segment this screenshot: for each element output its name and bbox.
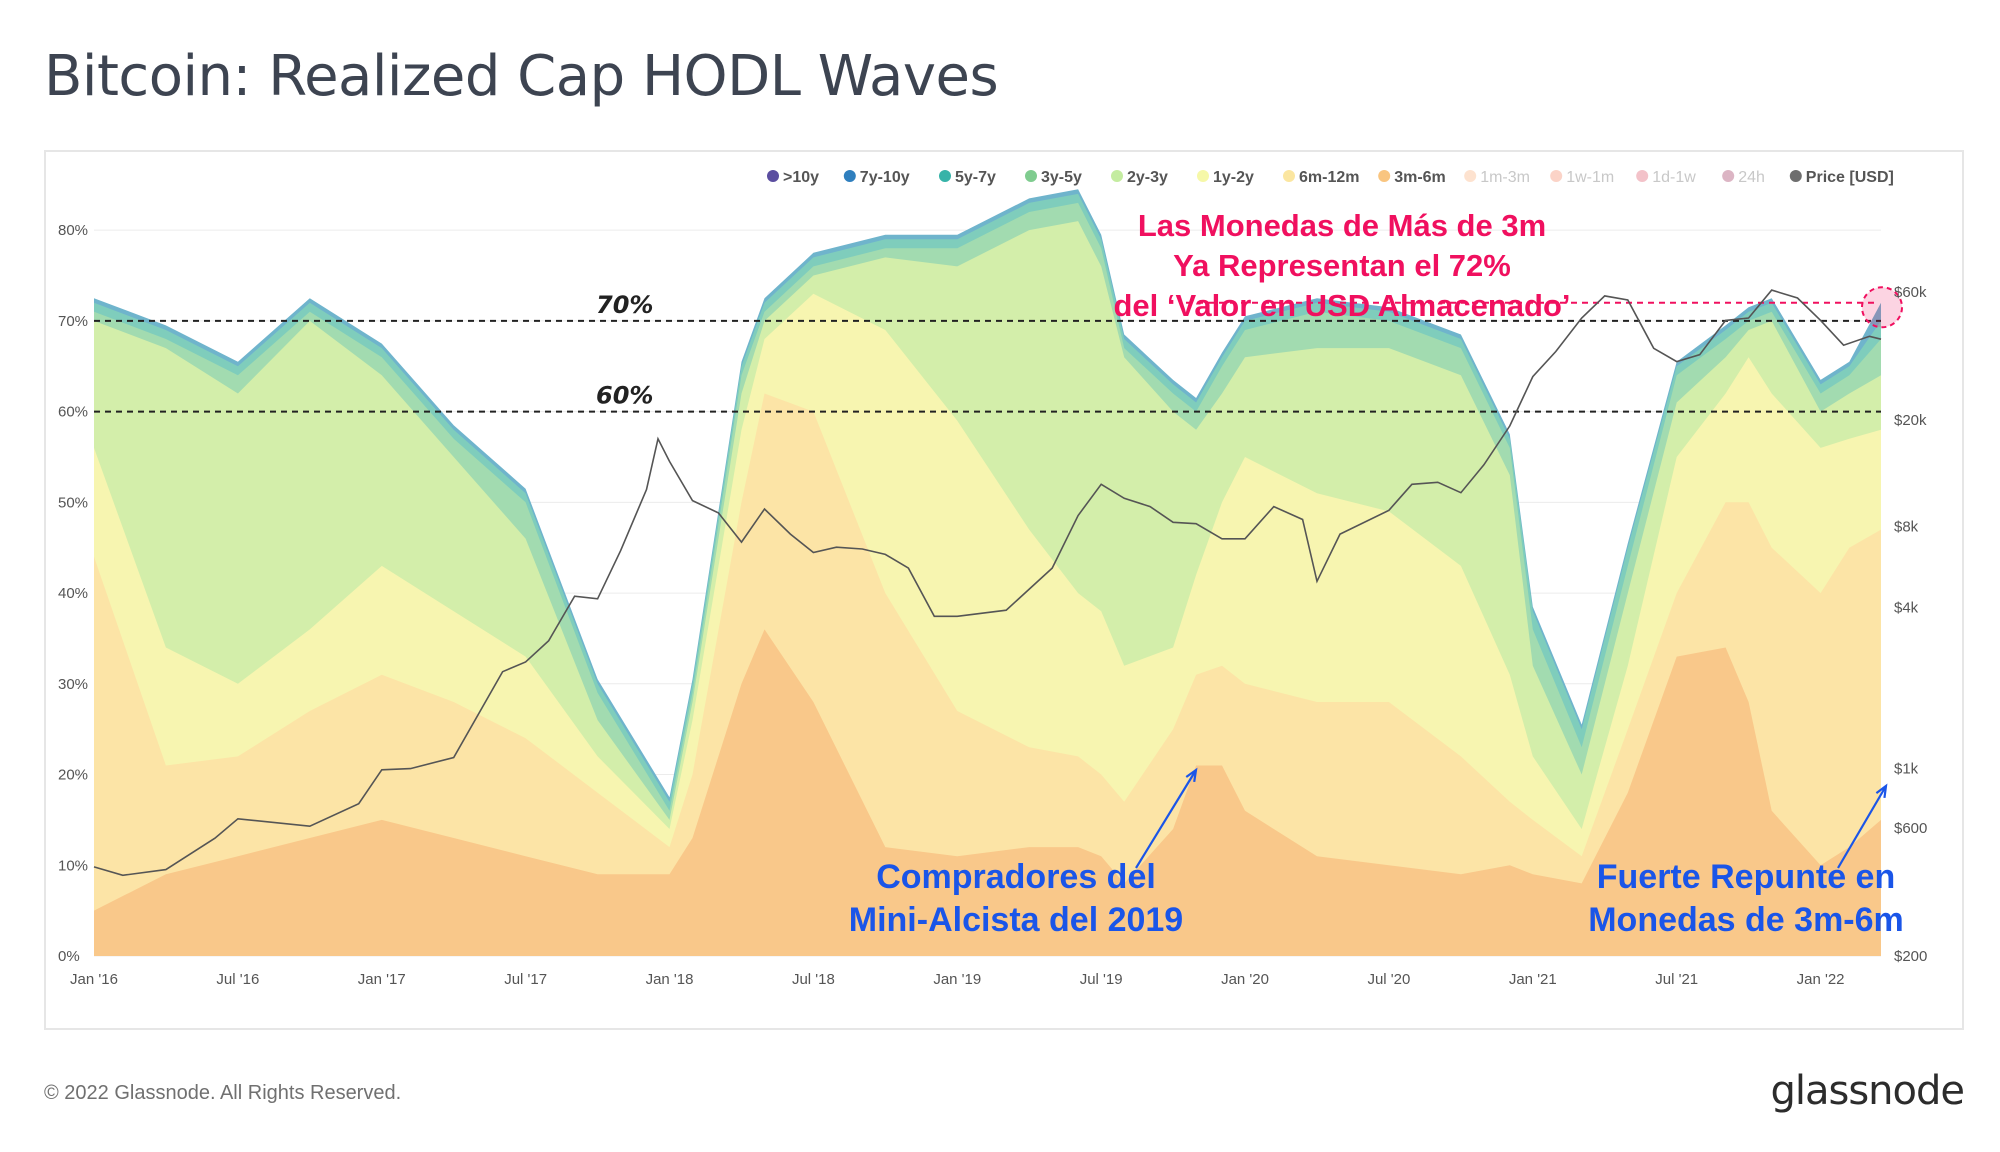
- page-title: Bitcoin: Realized Cap HODL Waves: [44, 44, 999, 109]
- legend-item[interactable]: 5y-7y: [939, 169, 996, 186]
- hodl-band-1: [94, 393, 1881, 956]
- legend-swatch: [767, 170, 779, 182]
- legend-item[interactable]: 7y-10y: [843, 169, 910, 186]
- legend-item[interactable]: >10y: [767, 169, 819, 186]
- annotation-blue-left: Compradores del: [876, 858, 1156, 896]
- arrow-right: [1837, 783, 1888, 869]
- annotation-red: Las Monedas de Más de 3m: [1138, 208, 1546, 243]
- price-tick-label: $4k: [1894, 599, 1919, 616]
- legend-swatch: [1636, 170, 1649, 182]
- legend-swatch: [1025, 170, 1037, 182]
- copyright-text: © 2022 Glassnode. All Rights Reserved.: [44, 1082, 402, 1104]
- legend-label: 1w-1m: [1566, 169, 1614, 186]
- legend-item[interactable]: Price [USD]: [1789, 169, 1894, 186]
- x-tick-label: Jul '18: [792, 971, 835, 988]
- x-tick-label: Jul '17: [504, 971, 547, 988]
- x-tick-label: Jan '16: [70, 971, 118, 988]
- legend-swatch: [1283, 170, 1295, 182]
- legend-swatch: [1464, 170, 1477, 182]
- legend-label: 3m-6m: [1394, 169, 1446, 186]
- x-tick-label: Jul '21: [1655, 971, 1698, 988]
- x-tick-label: Jan '17: [358, 971, 406, 988]
- y-tick-label: 50%: [58, 494, 88, 511]
- ref-label: 60%: [596, 382, 653, 410]
- hodl-waves-chart: glassnode 70%60% 0%10%20%30%40%50%60%70%…: [58, 169, 1927, 988]
- legend-swatch: [1111, 170, 1123, 182]
- x-tick-label: Jan '20: [1221, 971, 1269, 988]
- price-tick-label: $1k: [1894, 761, 1919, 778]
- arrow-left: [1135, 767, 1198, 869]
- x-tick-label: Jul '20: [1367, 971, 1410, 988]
- y-tick-label: 30%: [58, 676, 88, 693]
- legend-item[interactable]: 1m-3m: [1464, 169, 1530, 186]
- annotation-red: Ya Representan el 72%: [1173, 248, 1511, 283]
- x-tick-label: Jan '18: [646, 971, 694, 988]
- y-tick-label: 40%: [58, 585, 88, 602]
- y-tick-label: 70%: [58, 313, 88, 330]
- y-tick-label: 60%: [58, 404, 88, 421]
- legend-swatch: [939, 170, 951, 182]
- price-tick-label: $8k: [1894, 519, 1919, 536]
- legend-label: 1d-1w: [1652, 169, 1696, 186]
- legend-item[interactable]: 3m-6m: [1378, 169, 1446, 186]
- legend-swatch: [1550, 170, 1563, 182]
- legend-label: >10y: [783, 169, 819, 186]
- y-tick-label: 80%: [58, 222, 88, 239]
- legend-item[interactable]: 1d-1w: [1636, 169, 1696, 186]
- legend-swatch: [1197, 170, 1209, 182]
- chart-legend: >10y 7y-10y 5y-7y 3y-5y 2y-3y 1y-2y 6m-12m 3m-6…: [767, 169, 1894, 186]
- hodl-band-0: [94, 629, 1881, 956]
- highlight-circle: [1861, 286, 1903, 329]
- x-tick-label: Jul '16: [216, 971, 259, 988]
- annotation-blue-right: Fuerte Repunte en: [1597, 858, 1895, 896]
- price-tick-label: $200: [1894, 948, 1927, 965]
- ref-label: 70%: [596, 291, 653, 319]
- legend-label: Price [USD]: [1806, 169, 1894, 186]
- legend-item[interactable]: 1y-2y: [1197, 169, 1254, 186]
- legend-swatch: [1722, 170, 1735, 182]
- price-line: [93, 289, 1882, 877]
- glassnode-logo: glassnode: [1770, 1068, 1965, 1114]
- legend-swatch: [1378, 170, 1391, 182]
- x-tick-label: Jan '19: [933, 971, 981, 988]
- annotation-red: del ‘Valor en USD Almacenado’: [1113, 288, 1570, 323]
- x-tick-label: Jan '22: [1797, 971, 1845, 988]
- legend-item[interactable]: 24h: [1722, 169, 1765, 186]
- legend-item[interactable]: 2y-3y: [1111, 169, 1168, 186]
- legend-label: 1m-3m: [1480, 169, 1530, 186]
- legend-swatch: [1789, 170, 1802, 182]
- legend-label: 24h: [1738, 169, 1765, 186]
- annotation-blue-right: Monedas de 3m-6m: [1588, 901, 1904, 939]
- legend-label: 6m-12m: [1299, 169, 1359, 186]
- chart-frame: glassnode 70%60% 0%10%20%30%40%50%60%70%…: [44, 150, 1964, 1030]
- price-tick-label: $60k: [1894, 284, 1927, 301]
- price-tick-label: $600: [1894, 820, 1927, 837]
- annotations: Las Monedas de Más de 3m Ya Representan e…: [849, 208, 1904, 939]
- legend-label: 5y-7y: [955, 169, 996, 186]
- price-tick-label: $20k: [1894, 412, 1927, 429]
- x-tick-label: Jan '21: [1509, 971, 1557, 988]
- y-tick-label: 0%: [58, 948, 80, 965]
- y-tick-label: 20%: [58, 767, 88, 784]
- y-tick-label: 10%: [58, 857, 88, 874]
- x-tick-label: Jul '19: [1080, 971, 1123, 988]
- legend-label: 3y-5y: [1041, 169, 1082, 186]
- legend-label: 1y-2y: [1213, 169, 1254, 186]
- legend-item[interactable]: 3y-5y: [1025, 169, 1082, 186]
- legend-item[interactable]: 6m-12m: [1283, 169, 1359, 186]
- legend-label: 2y-3y: [1127, 169, 1168, 186]
- legend-item[interactable]: 1w-1m: [1550, 169, 1614, 186]
- legend-swatch: [843, 170, 856, 182]
- legend-label: 7y-10y: [860, 169, 910, 186]
- annotation-blue-left: Mini-Alcista del 2019: [849, 901, 1183, 939]
